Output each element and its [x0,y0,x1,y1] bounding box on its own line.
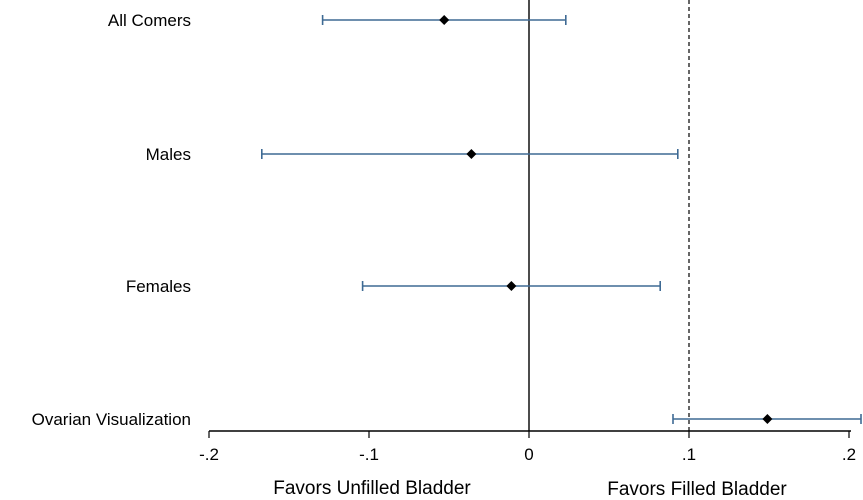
plot-rows: All Comers Males Females Ovarian Visualizat… [32,11,862,429]
forest-row: Males [146,145,679,164]
row-label: All Comers [108,11,191,30]
row-label: Males [146,145,191,164]
point-estimate-marker [506,281,517,291]
row-label: Ovarian Visualization [32,410,191,429]
right-annotation: Favors Filled Bladder [607,479,787,500]
row-label: Females [126,277,191,296]
left-annotation: Favors Unfilled Bladder [273,478,471,499]
x-tick-label: 0 [524,445,533,464]
reference-lines [528,0,690,431]
forest-row: Females [126,277,662,296]
point-estimate-marker [439,15,450,25]
point-estimate-marker [762,414,773,424]
x-tick-label: -.2 [199,445,219,464]
point-estimate-marker [466,149,477,159]
x-tick-label: .2 [842,445,856,464]
x-tick-label: .1 [682,445,696,464]
forest-row: All Comers [108,11,567,30]
x-axis: -.2 -.1 0 .1 .2 [199,430,856,464]
x-tick-label: -.1 [359,445,379,464]
forest-row: Ovarian Visualization [32,410,862,429]
